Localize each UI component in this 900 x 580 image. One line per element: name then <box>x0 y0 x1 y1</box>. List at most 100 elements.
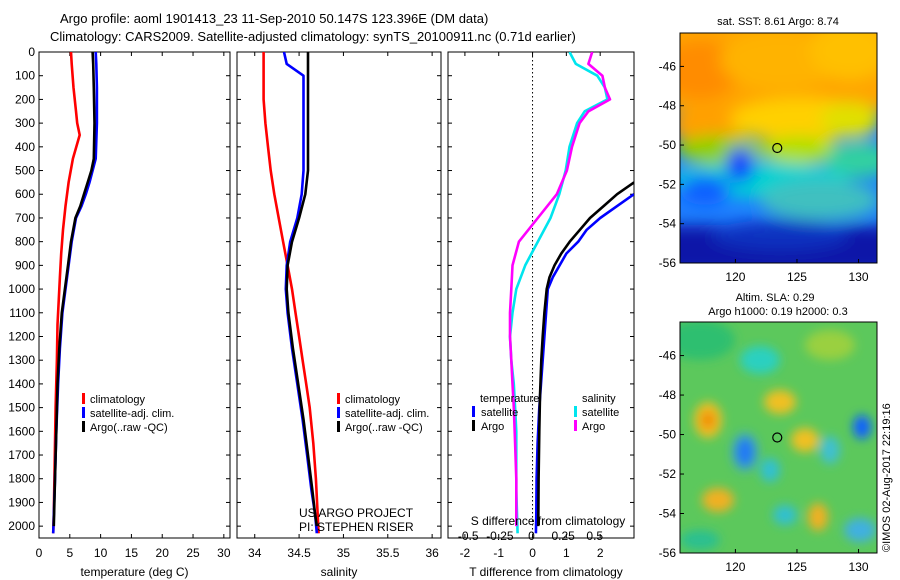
difference-axis-ticks: -2 -1 0 1 2 -0.5 -0.25 0 0.25 0.5 <box>448 51 634 560</box>
legend-swatch-climatology <box>337 393 340 404</box>
difference-legend: temperature salinity satellite Argo sate… <box>472 393 619 433</box>
figure-title-line2: Climatology: CARS2009. Satellite-adjuste… <box>50 29 576 44</box>
map-y-tick-label: -50 <box>659 428 677 442</box>
y-tick-label: 1700 <box>8 448 35 462</box>
legend-label-t-argo: Argo <box>481 421 504 433</box>
legend-label-s-satellite: satellite <box>582 407 619 419</box>
legend-swatch-climatology <box>82 393 85 404</box>
salinity-series-1 <box>282 52 319 534</box>
legend-swatch-s-satellite <box>574 406 577 417</box>
y-tick-label: 1000 <box>8 282 35 296</box>
temperature-axis-ticks: 0 5 10 15 20 25 300100200300400500600700800900… <box>8 45 231 560</box>
y-tick-label: 400 <box>15 140 35 154</box>
x-tick-label: 34.5 <box>287 546 311 560</box>
difference-profile-lines <box>508 52 634 534</box>
map-y-tick-label: -52 <box>659 177 677 191</box>
legend-label-climatology: climatology <box>90 394 146 406</box>
figure-title-line1: Argo profile: aoml 1901413_23 11-Sep-201… <box>60 11 488 26</box>
y-tick-label: 1600 <box>8 424 35 438</box>
legend-label-t-satellite: satellite <box>481 407 518 419</box>
y-tick-label: 1400 <box>8 377 35 391</box>
x-tick-label: 10 <box>94 546 108 560</box>
temperature-plot-frame <box>38 51 231 539</box>
argo-float-marker <box>772 432 783 443</box>
y-tick-label: 1200 <box>8 329 35 343</box>
legend-label-climatology: climatology <box>345 394 401 406</box>
temperature-legend: climatology satellite-adj. clim. Argo(..… <box>82 393 174 434</box>
project-name: US ARGO PROJECT <box>299 506 414 520</box>
map-y-tick-label: -48 <box>659 99 677 113</box>
temperature-xlabel: temperature (deg C) <box>80 565 188 579</box>
difference-plot-frame <box>447 51 635 539</box>
map-y-tick-label: -54 <box>659 217 677 231</box>
legend-title-salinity: salinity <box>582 393 616 405</box>
temperature-series-2 <box>52 52 96 527</box>
legend-swatch-argo <box>337 421 340 432</box>
x-tick-label: 0 <box>529 546 536 560</box>
x-tick-label: -1 <box>493 546 504 560</box>
argo-float-marker <box>772 142 783 154</box>
x-tick-label: 15 <box>125 546 139 560</box>
legend-swatch-t-argo <box>472 420 475 431</box>
salinity-series-2 <box>285 52 319 527</box>
difference-series-2 <box>534 193 634 534</box>
salinity-plot-frame <box>236 51 442 539</box>
salinity-series-0 <box>262 52 320 534</box>
legend-label-s-argo: Argo <box>582 421 605 433</box>
map-y-tick-label: -50 <box>659 138 677 152</box>
salinity-xlabel: salinity <box>321 565 358 579</box>
map-x-tick-label: 120 <box>725 270 745 284</box>
y-tick-label: 1300 <box>8 353 35 367</box>
sla-map-title: Altim. SLA: 0.29 <box>736 292 815 304</box>
x-tick-label: -2 <box>460 546 471 560</box>
map-y-tick-label: -56 <box>659 546 677 560</box>
y-tick-label: 800 <box>15 235 35 249</box>
y-tick-label: 1100 <box>9 306 35 320</box>
map-x-tick-label: 120 <box>725 560 745 574</box>
x-tick-label: 35 <box>337 546 351 560</box>
temperature-profile-lines <box>51 52 99 534</box>
sla-heatmap <box>680 322 877 553</box>
map-y-tick-label: -54 <box>659 507 677 521</box>
s-diff-tick-label: 0.25 <box>551 529 575 543</box>
imos-stamp: ©IMOS 02-Aug-2017 22:19:16 <box>881 403 893 552</box>
legend-swatch-s-argo <box>574 420 577 431</box>
map-x-tick-label: 130 <box>849 270 869 284</box>
salinity-profile-lines <box>262 52 320 534</box>
legend-swatch-satellite-adj <box>337 407 340 418</box>
map-y-tick-label: -56 <box>659 256 677 270</box>
sst-map-frame <box>679 32 878 264</box>
sst-map-title: sat. SST: 8.61 Argo: 8.74 <box>717 16 839 28</box>
y-tick-label: 700 <box>15 211 35 225</box>
y-tick-label: 500 <box>15 164 35 178</box>
salinity-axis-ticks: 34 34.5 35 35.5 36 <box>237 51 441 560</box>
difference-series-3 <box>537 181 634 527</box>
difference-series-1 <box>508 52 612 527</box>
y-tick-label: 1800 <box>8 472 35 486</box>
legend-label-satellite-adj: satellite-adj. clim. <box>90 408 174 420</box>
map-y-tick-label: -52 <box>659 467 677 481</box>
map-x-tick-label: 125 <box>787 270 807 284</box>
x-tick-label: 34 <box>248 546 262 560</box>
legend-swatch-argo <box>82 421 85 432</box>
legend-label-satellite-adj: satellite-adj. clim. <box>345 408 429 420</box>
s-diff-tick-label: 0.5 <box>586 529 603 543</box>
x-tick-label: 36 <box>425 546 439 560</box>
salinity-legend: climatology satellite-adj. clim. Argo(..… <box>337 393 429 434</box>
y-tick-label: 100 <box>15 69 35 83</box>
legend-swatch-t-satellite <box>472 406 475 417</box>
temperature-series-0 <box>51 52 81 534</box>
y-tick-label: 1900 <box>8 495 35 509</box>
x-tick-label: 25 <box>186 546 200 560</box>
x-tick-label: 20 <box>156 546 170 560</box>
y-tick-label: 2000 <box>8 519 35 533</box>
legend-label-argo: Argo(..raw -QC) <box>345 422 423 434</box>
y-tick-label: 900 <box>15 258 35 272</box>
s-difference-label: S difference from climatology <box>471 514 626 528</box>
sst-map-ticks: 120 125 130 -46 -48 -50 -52 -54 -56 <box>659 59 869 284</box>
x-tick-label: 0 <box>36 546 43 560</box>
x-tick-label: 2 <box>597 546 604 560</box>
principal-investigator: PI: STEPHEN RISER <box>299 520 414 534</box>
sla-map-subtitle: Argo h1000: 0.19 h2000: 0.3 <box>708 306 847 318</box>
